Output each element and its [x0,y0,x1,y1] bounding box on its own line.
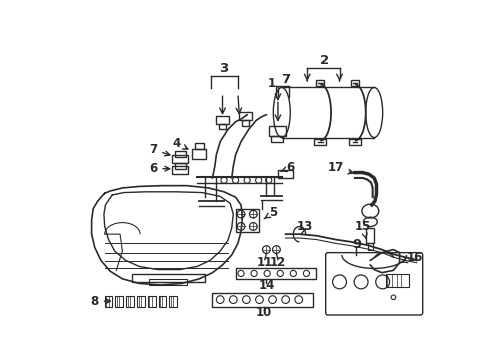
Text: 3: 3 [219,62,228,75]
Text: 1: 1 [267,77,275,90]
Text: 13: 13 [296,220,312,233]
Text: 12: 12 [269,256,285,269]
Text: 16: 16 [401,251,422,264]
Bar [131,274,204,282]
Bar [216,116,228,124]
Text: 9: 9 [351,238,360,251]
Bar [147,296,155,306]
Text: 4: 4 [172,137,187,150]
Text: 7: 7 [149,143,169,156]
Bar [104,296,112,306]
Text: 7: 7 [281,73,289,86]
Text: 8: 8 [90,294,110,308]
Bar [348,139,360,145]
Bar [239,112,251,120]
Bar [126,296,134,306]
Text: 6: 6 [280,161,294,175]
Bar [316,80,324,86]
Text: 10: 10 [255,306,272,319]
Bar [174,151,185,157]
Bar [174,163,185,169]
Bar [235,268,316,279]
Text: 11: 11 [256,256,272,269]
Bar [241,120,249,126]
Text: 6: 6 [149,162,169,175]
Bar [313,139,326,145]
Text: 17: 17 [327,161,352,175]
Bar [194,143,203,149]
Bar [148,279,187,285]
Bar [277,170,293,178]
Bar [270,136,283,142]
Bar [158,296,166,306]
Bar [172,166,187,174]
Bar [350,80,358,86]
Bar [385,274,408,287]
Bar [218,124,226,130]
Bar [367,243,372,249]
Bar [172,155,187,163]
Text: 15: 15 [354,220,370,239]
Text: 14: 14 [258,279,274,292]
Bar [235,209,258,232]
Bar [115,296,123,306]
Bar [212,293,312,306]
Bar [169,296,177,306]
Bar [137,296,144,306]
Bar [268,126,285,136]
Text: 2: 2 [319,54,328,67]
Bar [366,228,373,243]
Text: 5: 5 [264,206,277,219]
Bar [191,149,205,159]
